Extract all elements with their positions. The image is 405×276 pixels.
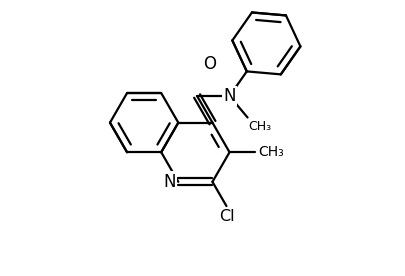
Text: N: N: [163, 173, 175, 191]
Text: CH₃: CH₃: [258, 145, 284, 159]
Text: N: N: [223, 87, 236, 105]
Text: O: O: [203, 55, 216, 73]
Text: Cl: Cl: [219, 209, 234, 224]
Text: CH₃: CH₃: [248, 120, 271, 132]
